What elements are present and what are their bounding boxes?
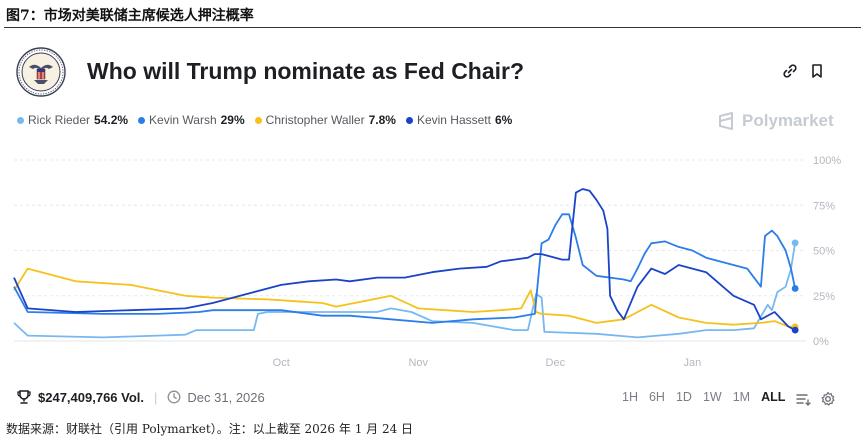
fed-seal-logo [16, 47, 66, 97]
market-title: Who will Trump nominate as Fed Chair? [87, 58, 525, 84]
volume-text: $247,409,766 Vol. [38, 389, 145, 405]
settings-gear-icon[interactable] [820, 391, 836, 407]
range-button-1m[interactable]: 1M [732, 390, 751, 404]
y-tick-label: 50% [813, 246, 835, 258]
legend-value-hassett: 6% [494, 113, 513, 127]
time-range-selector: 1H 6H 1D 1W 1M ALL [622, 390, 785, 404]
legend-dot-icon [138, 116, 146, 124]
source-note: 数据来源：财联社（引用 Polymarket）。注：以上截至 2026 年 1 … [6, 422, 414, 436]
chart-legend: Rick Rieder 54.2% Kevin Warsh 29% Christ… [17, 113, 512, 127]
trophy-icon [17, 390, 31, 404]
end-date: Dec 31, 2026 [187, 389, 265, 405]
legend-label-waller: Christopher Waller [265, 113, 365, 127]
range-button-1w[interactable]: 1W [702, 390, 722, 404]
range-button-all[interactable]: ALL [761, 390, 786, 404]
legend-label-rieder: Rick Rieder [28, 113, 91, 127]
polymarket-brand: Polymarket [716, 111, 834, 131]
brand-name: Polymarket [742, 111, 834, 130]
range-button-1h[interactable]: 1H [622, 390, 638, 404]
chart-tools [795, 391, 836, 407]
x-tick-label: Jan [683, 357, 701, 369]
legend-value-waller: 7.8% [368, 113, 396, 127]
link-icon[interactable] [781, 62, 799, 80]
series-line-kevin-warsh [13, 213, 796, 324]
chart-filter-icon[interactable] [795, 391, 811, 407]
legend-dot-icon [17, 116, 24, 124]
range-button-6h[interactable]: 6H [648, 390, 665, 404]
range-button-1d[interactable]: 1D [675, 390, 692, 404]
x-tick-label: Oct [273, 357, 290, 369]
y-tick-label: 0% [813, 336, 829, 348]
legend-item-hassett: Kevin Hassett 6% [405, 113, 513, 127]
series-end-dot [791, 326, 799, 334]
y-tick-label: 25% [813, 291, 835, 303]
footer-separator: | [154, 389, 158, 405]
market-footer: $247,409,766 Vol. | Dec 31, 2026 [16, 389, 265, 405]
caption-divider [4, 27, 861, 28]
y-tick-label: 100% [813, 155, 841, 167]
series-end-dot [791, 285, 799, 292]
series-line-rick-rieder [13, 242, 796, 339]
market-card [12, 40, 857, 416]
legend-item-warsh: Kevin Warsh 29% [138, 113, 245, 127]
clock-icon [167, 390, 181, 404]
legend-value-warsh: 29% [220, 113, 245, 127]
legend-value-rieder: 54.2% [94, 113, 129, 127]
x-tick-label: Nov [408, 357, 428, 369]
series-line-kevin-hassett [13, 188, 796, 331]
legend-label-warsh: Kevin Warsh [149, 113, 217, 127]
legend-item-waller: Christopher Waller 7.8% [254, 113, 396, 127]
legend-label-hassett: Kevin Hassett [416, 113, 491, 127]
series-end-dot [791, 239, 799, 247]
figure-caption: 图7：市场对美联储主席候选人押注概率 [6, 8, 254, 24]
series-line-christopher-waller [13, 267, 796, 328]
y-tick-label: 75% [813, 200, 835, 212]
legend-item-rieder: Rick Rieder 54.2% [17, 113, 128, 127]
bookmark-icon[interactable] [808, 62, 826, 80]
x-tick-label: Dec [546, 357, 566, 369]
polymarket-logo-icon [719, 112, 733, 130]
legend-dot-icon [254, 116, 262, 124]
legend-dot-icon [405, 116, 413, 124]
